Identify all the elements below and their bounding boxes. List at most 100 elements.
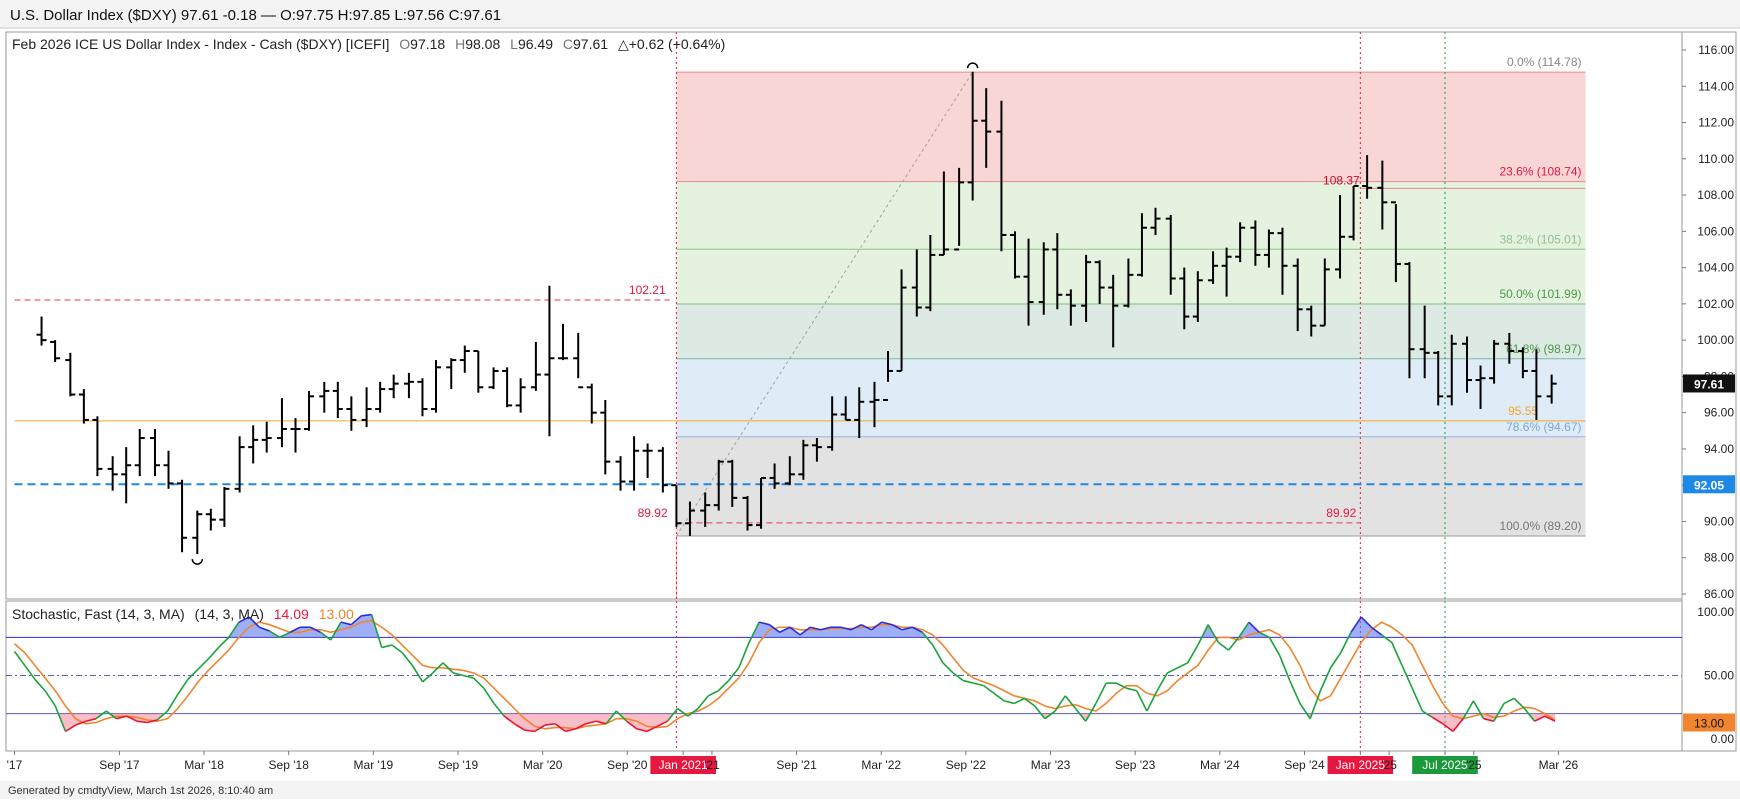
ohlc-bar[interactable] bbox=[502, 367, 513, 408]
ohlc-bar[interactable] bbox=[1277, 227, 1288, 295]
ohlc-bar[interactable] bbox=[629, 436, 640, 491]
ohlc-bar[interactable] bbox=[1319, 258, 1330, 327]
ohlc-bar[interactable] bbox=[192, 510, 203, 555]
ohlc-bar[interactable] bbox=[234, 436, 245, 493]
ohlc-bar[interactable] bbox=[883, 351, 894, 401]
ohlc-bar[interactable] bbox=[586, 383, 597, 424]
ohlc-bar[interactable] bbox=[319, 381, 330, 413]
ohlc-bar[interactable] bbox=[403, 372, 414, 399]
ohlc-bar[interactable] bbox=[1208, 251, 1219, 284]
ohlc-bar[interactable] bbox=[50, 340, 61, 362]
ohlc-bar[interactable] bbox=[742, 496, 753, 531]
ohlc-bar[interactable] bbox=[756, 476, 767, 529]
ohlc-bar[interactable] bbox=[1404, 262, 1415, 379]
fibonacci-retracement[interactable]: 0.0% (114.78) 23.6% (108.74) 38.2% (105.01… bbox=[675, 55, 1586, 599]
ohlc-bar[interactable] bbox=[1081, 254, 1092, 322]
price-bars[interactable] bbox=[36, 62, 1557, 565]
ohlc-bar[interactable] bbox=[557, 323, 568, 361]
ohlc-bar[interactable] bbox=[177, 479, 188, 553]
ohlc-bar[interactable] bbox=[1150, 207, 1161, 235]
ohlc-bar[interactable] bbox=[1390, 201, 1401, 283]
ohlc-bar[interactable] bbox=[92, 416, 103, 477]
ohlc-bar[interactable] bbox=[657, 447, 668, 493]
ohlc-bar[interactable] bbox=[388, 374, 399, 399]
ohlc-bar[interactable] bbox=[1235, 222, 1246, 263]
ohlc-bar[interactable] bbox=[304, 390, 315, 431]
ohlc-bar[interactable] bbox=[205, 508, 216, 531]
ohlc-bar[interactable] bbox=[700, 492, 711, 527]
ohlc-bar[interactable] bbox=[925, 234, 936, 312]
ohlc-bar[interactable] bbox=[1362, 155, 1373, 199]
ohlc-bar[interactable] bbox=[1136, 213, 1147, 277]
ohlc-bar[interactable] bbox=[375, 381, 386, 413]
ohlc-bar[interactable] bbox=[276, 398, 287, 448]
ohlc-bar[interactable] bbox=[1221, 247, 1232, 297]
ohlc-bar[interactable] bbox=[1377, 160, 1388, 230]
ohlc-bar[interactable] bbox=[1419, 305, 1430, 379]
ohlc-bar[interactable] bbox=[573, 332, 584, 389]
ohlc-bar[interactable] bbox=[784, 456, 795, 486]
ohlc-bar[interactable] bbox=[530, 341, 541, 391]
ohlc-bar[interactable] bbox=[149, 428, 160, 477]
ohlc-bar[interactable] bbox=[459, 345, 470, 373]
ohlc-bar[interactable] bbox=[1192, 271, 1203, 322]
ohlc-bar[interactable] bbox=[1292, 258, 1303, 332]
ohlc-bar[interactable] bbox=[544, 285, 555, 437]
ohlc-bar[interactable] bbox=[78, 389, 89, 424]
ohlc-bar[interactable] bbox=[713, 459, 724, 511]
ohlc-bar[interactable] bbox=[996, 100, 1007, 252]
ohlc-bar[interactable] bbox=[515, 378, 526, 413]
ohlc-bar[interactable] bbox=[769, 463, 780, 489]
ohlc-bar[interactable] bbox=[854, 387, 865, 439]
ohlc-bar[interactable] bbox=[840, 396, 851, 421]
ohlc-bar[interactable] bbox=[1306, 305, 1317, 337]
ohlc-bar[interactable] bbox=[431, 360, 442, 413]
ohlc-bar[interactable] bbox=[1023, 238, 1034, 326]
ohlc-bar[interactable] bbox=[473, 350, 484, 393]
ohlc-bar[interactable] bbox=[938, 171, 949, 256]
ohlc-bar[interactable] bbox=[954, 167, 965, 251]
ohlc-bar[interactable] bbox=[811, 438, 822, 462]
ohlc-bar[interactable] bbox=[1546, 374, 1557, 404]
ohlc-bar[interactable] bbox=[1461, 336, 1472, 393]
ohlc-bar[interactable] bbox=[1108, 274, 1119, 348]
ohlc-bar[interactable] bbox=[1504, 332, 1515, 364]
ohlc-bar[interactable] bbox=[488, 367, 499, 390]
ohlc-bar[interactable] bbox=[107, 456, 118, 491]
ohlc-bar[interactable] bbox=[911, 249, 922, 317]
ohlc-bar[interactable] bbox=[600, 399, 611, 475]
ohlc-bar[interactable] bbox=[248, 425, 259, 464]
ohlc-bar[interactable] bbox=[615, 456, 626, 491]
ohlc-bar[interactable] bbox=[36, 316, 47, 346]
ohlc-bar[interactable] bbox=[727, 459, 738, 507]
ohlc-bar[interactable] bbox=[1475, 365, 1486, 410]
ohlc-bar[interactable] bbox=[1348, 185, 1359, 241]
ohlc-bar[interactable] bbox=[361, 387, 372, 428]
ohlc-bar[interactable] bbox=[981, 88, 992, 168]
ohlc-bar[interactable] bbox=[1263, 229, 1274, 268]
ohlc-bar[interactable] bbox=[896, 269, 907, 372]
ohlc-bar[interactable] bbox=[332, 381, 343, 419]
ohlc-bar[interactable] bbox=[642, 443, 653, 478]
ohlc-bar[interactable] bbox=[134, 428, 145, 477]
ohlc-bar[interactable] bbox=[261, 421, 272, 453]
stochastic-d-line[interactable] bbox=[13, 620, 1556, 730]
ohlc-bar[interactable] bbox=[1335, 195, 1346, 279]
ohlc-bar[interactable] bbox=[1489, 340, 1500, 384]
ohlc-bar[interactable] bbox=[346, 396, 357, 431]
ohlc-bar[interactable] bbox=[1052, 233, 1063, 310]
ohlc-bar[interactable] bbox=[1446, 334, 1457, 406]
ohlc-bar[interactable] bbox=[1433, 351, 1444, 406]
ohlc-bar[interactable] bbox=[827, 396, 838, 451]
ohlc-bar[interactable] bbox=[967, 71, 978, 201]
ohlc-bar[interactable] bbox=[163, 450, 174, 489]
stochastic-indicator[interactable]: 100.00 50.00 0.00 13.00 bbox=[6, 605, 1735, 746]
ohlc-bar[interactable] bbox=[1165, 215, 1176, 295]
ohlc-bar[interactable] bbox=[1531, 349, 1542, 420]
ohlc-bar[interactable] bbox=[65, 352, 76, 397]
ohlc-bar[interactable] bbox=[446, 358, 457, 390]
ohlc-bar[interactable] bbox=[290, 418, 301, 453]
ohlc-bar[interactable] bbox=[1009, 231, 1020, 279]
ohlc-bar[interactable] bbox=[1179, 267, 1190, 330]
ohlc-bar[interactable] bbox=[1094, 260, 1105, 304]
